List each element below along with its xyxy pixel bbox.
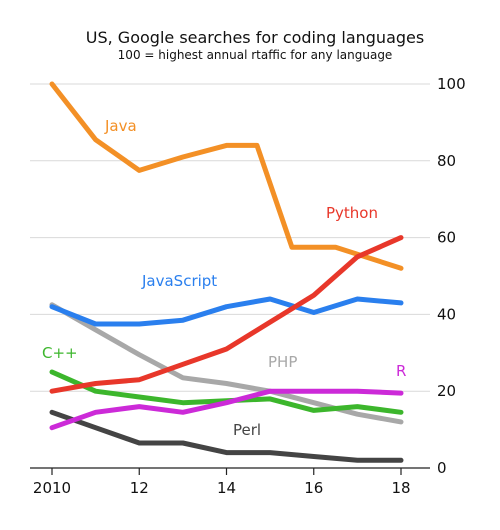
- x-tick-label: 18: [391, 479, 410, 497]
- series-line-perl: [49, 409, 404, 463]
- x-tick-label: 14: [217, 479, 236, 497]
- series-label-c: C++: [42, 344, 78, 362]
- x-tick-label: 2010: [33, 479, 71, 497]
- series-label-r: R: [396, 362, 406, 380]
- series-line-r: [49, 388, 404, 431]
- series-line-javascript: [49, 296, 404, 327]
- y-tick-label: 60: [437, 229, 456, 247]
- series-label-python: Python: [326, 204, 378, 222]
- chart-title: US, Google searches for coding languages: [86, 28, 424, 47]
- series-labels: Java Python JavaScript PHP C++ R Perl: [42, 117, 406, 439]
- x-tick-label: 16: [304, 479, 323, 497]
- x-tick-label: 12: [130, 479, 149, 497]
- series-label-javascript: JavaScript: [141, 272, 217, 290]
- y-tick-label: 0: [437, 459, 447, 477]
- y-tick-label: 40: [437, 305, 456, 323]
- series-line-python: [49, 235, 404, 394]
- chart-subtitle: 100 = highest annual rtaffic for any lan…: [118, 48, 393, 62]
- axes: 0 20 40 60 80 100 2010 12 14 16 18: [30, 75, 466, 497]
- y-tick-label: 100: [437, 75, 466, 93]
- series-label-perl: Perl: [233, 421, 261, 439]
- series-lines: [49, 81, 404, 463]
- series-line-java: [49, 81, 404, 271]
- series-label-java: Java: [104, 117, 137, 135]
- series-label-php: PHP: [268, 353, 297, 371]
- y-tick-label: 80: [437, 152, 456, 170]
- y-tick-label: 20: [437, 382, 456, 400]
